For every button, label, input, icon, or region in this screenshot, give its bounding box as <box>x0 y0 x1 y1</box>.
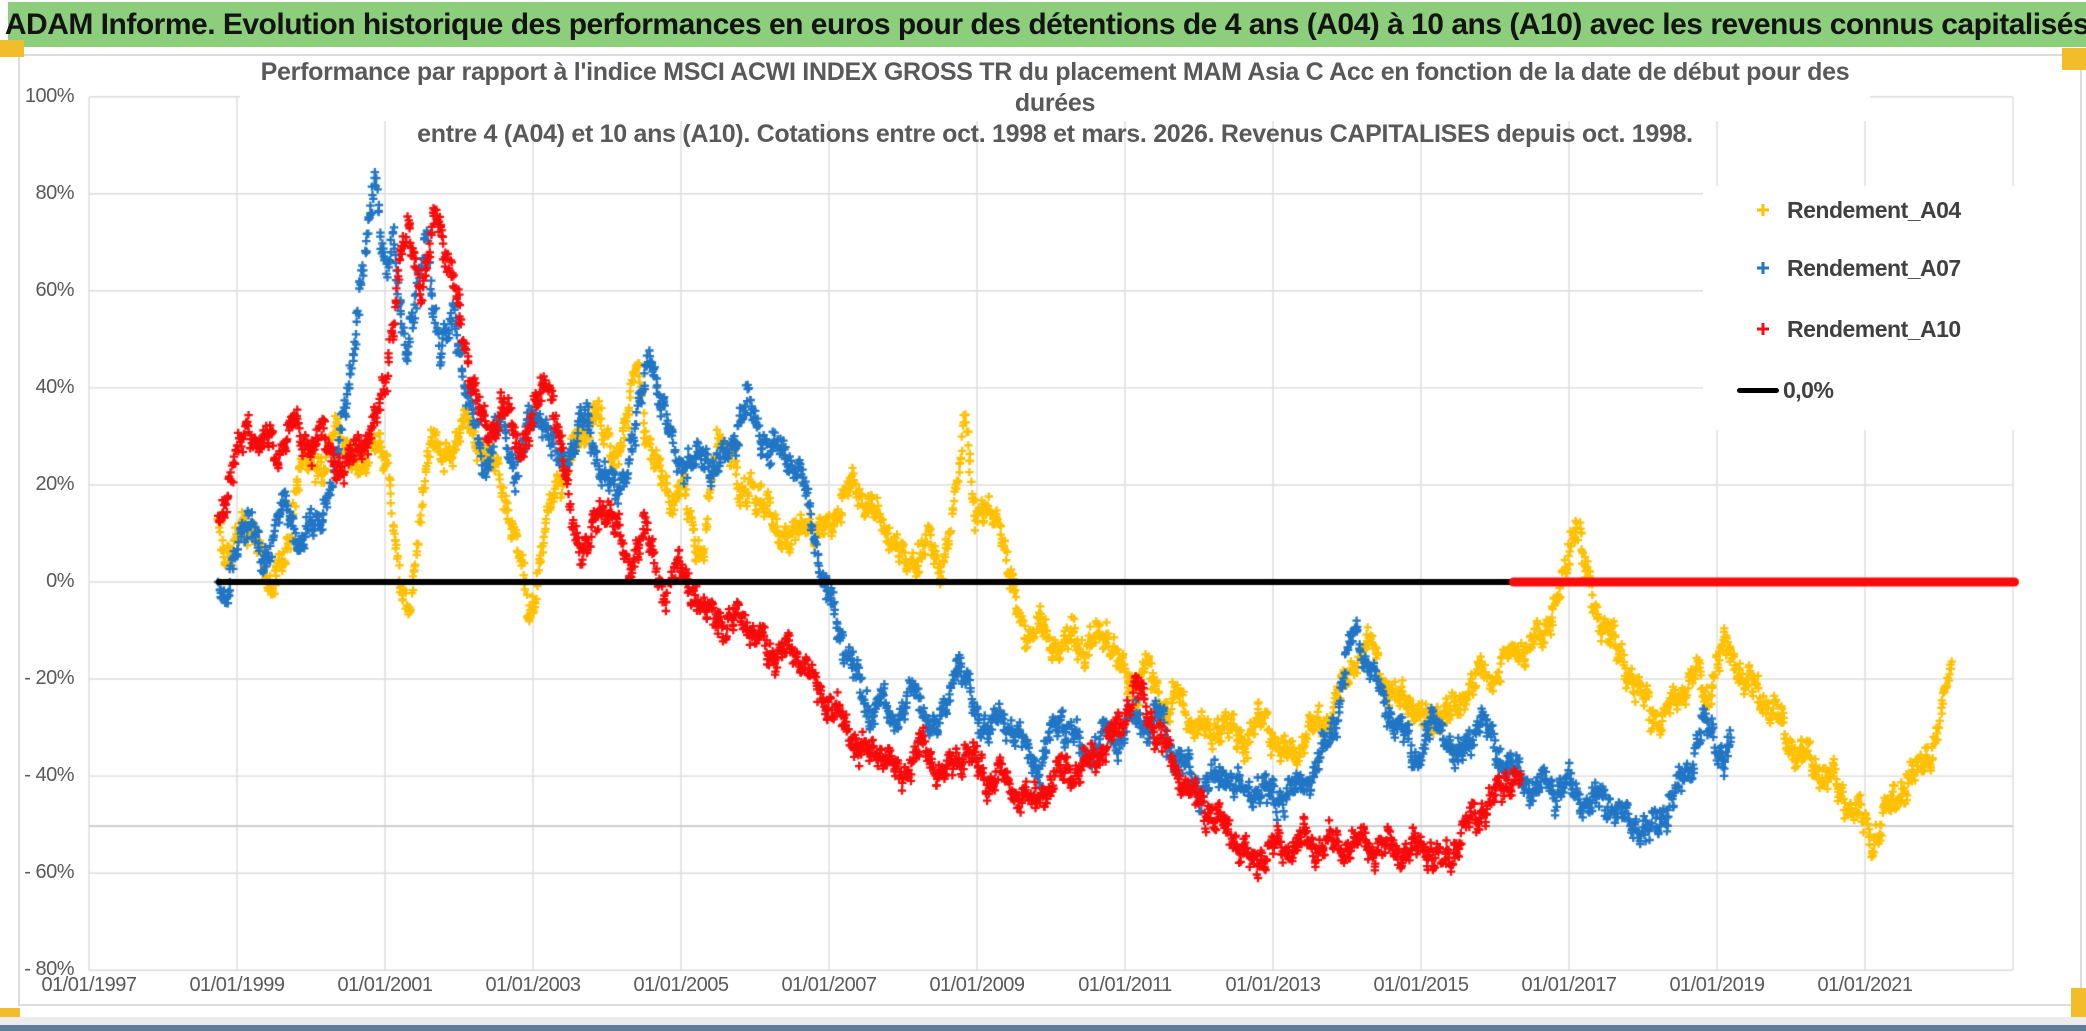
bottom-strip <box>0 1017 2086 1025</box>
y-tick-label: - 20% <box>24 667 74 690</box>
plus-marker-icon <box>1749 260 1777 276</box>
legend-label: Rendement_A04 <box>1787 196 1961 223</box>
chart-title: Performance par rapport à l'indice MSCI … <box>240 57 1870 148</box>
plus-marker-icon <box>1749 321 1777 337</box>
x-tick-label: 01/01/2001 <box>337 974 433 996</box>
x-tick-label: 01/01/2015 <box>1373 974 1469 996</box>
x-tick-label: 01/01/2011 <box>1078 974 1172 996</box>
chart-title-line1: Performance par rapport à l'indice MSCI … <box>260 58 1850 117</box>
selection-handle-top-right[interactable] <box>2062 48 2086 70</box>
y-tick-label: - 40% <box>24 764 74 787</box>
x-tick-label: 01/01/2007 <box>781 974 877 996</box>
legend-item-rendement-a10[interactable]: Rendement_A10 <box>1703 314 2080 344</box>
selection-handle-top-left[interactable] <box>0 40 24 57</box>
x-tick-label: 01/01/2021 <box>1817 974 1913 996</box>
selection-handle-bottom-right[interactable] <box>2071 988 2086 1022</box>
y-tick-label: 100% <box>24 84 75 107</box>
legend-label: 0,0% <box>1783 376 1834 403</box>
y-tick-label: 60% <box>35 278 74 301</box>
y-tick-label: 80% <box>35 181 74 204</box>
y-tick-label: - 60% <box>24 861 74 884</box>
bottom-scrollbar[interactable] <box>0 1025 2086 1031</box>
y-tick-label: - 80% <box>24 958 74 981</box>
x-tick-label: 01/01/1999 <box>189 974 285 996</box>
legend[interactable]: Rendement_A04 Rendement_A07 Rendement_A10 0… <box>1703 186 2080 430</box>
legend-item-0-0-[interactable]: 0,0% <box>1703 375 2080 405</box>
x-tick-label: 01/01/1997 <box>41 974 137 996</box>
legend-label: Rendement_A07 <box>1787 254 1961 281</box>
x-tick-label: 01/01/2013 <box>1225 974 1321 996</box>
legend-label: Rendement_A10 <box>1787 315 1961 342</box>
x-tick-label: 01/01/2019 <box>1669 974 1765 996</box>
x-tick-label: 01/01/2005 <box>633 974 729 996</box>
x-tick-label: 01/01/2017 <box>1521 974 1617 996</box>
legend-item-rendement-a07[interactable]: Rendement_A07 <box>1703 253 2080 283</box>
y-tick-label: 40% <box>35 375 74 398</box>
line-marker-icon <box>1735 387 1781 393</box>
plus-marker-icon <box>1749 202 1777 218</box>
y-tick-label: 20% <box>35 472 74 495</box>
chart-title-line2: entre 4 (A04) et 10 ans (A10). Cotations… <box>417 120 1693 148</box>
legend-item-rendement-a04[interactable]: Rendement_A04 <box>1703 195 2080 225</box>
x-tick-label: 01/01/2009 <box>929 974 1025 996</box>
y-tick-label: 0% <box>46 570 74 592</box>
x-tick-label: 01/01/2003 <box>485 974 581 996</box>
